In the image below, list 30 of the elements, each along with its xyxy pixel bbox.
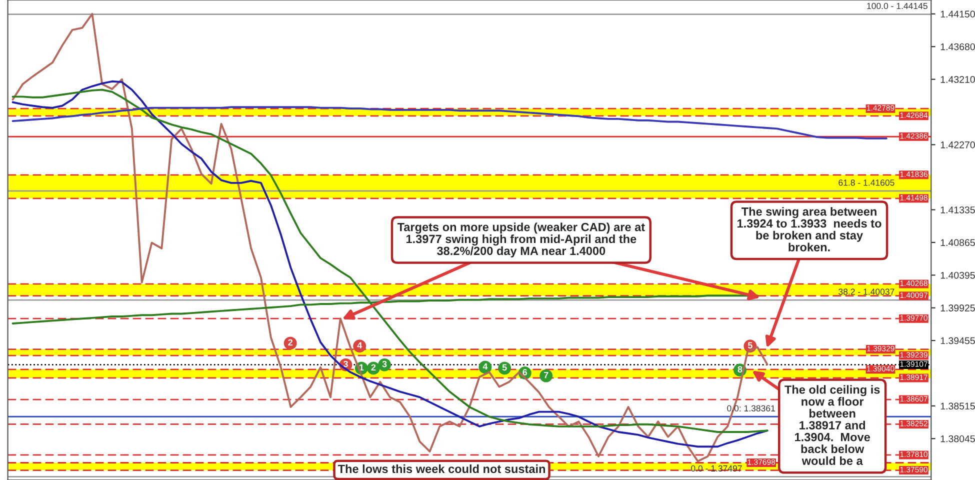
annotation: 4 (357, 342, 362, 348)
annotation: 1 (359, 364, 364, 370)
y-tick-label: 1.41335 (940, 206, 975, 214)
annotation: 61.8 - 1.41605 (838, 180, 894, 186)
annotation: Targets on more upside (weaker CAD) are at 1.3977 swing high from mid-April and the 38.2%/200 day MA near 1.4000 (397, 222, 645, 258)
y-tick-label: 1.44150 (940, 10, 975, 18)
annotation: 4 (482, 363, 488, 370)
annotation: 38.2 - 1.40037 (838, 288, 894, 295)
annotation: 3 (343, 360, 348, 368)
annotation: The old ceiling is now a floor between 1.38917 and 1.3904. Move back below would be a (784, 385, 880, 466)
annotation: 6 (522, 368, 528, 376)
y-tick-label: 1.43210 (940, 76, 975, 83)
annotation: The swing area between 1.3924 to 1.3933 needs to be broken and stay broken. (737, 207, 882, 252)
annotation: 100.0 - 1.44145 (867, 2, 928, 10)
y-tick-label: 1.39455 (940, 337, 975, 344)
annotation: 3 (382, 360, 387, 368)
y-tick-label: 1.40865 (940, 239, 975, 246)
annotation: 2 (371, 364, 376, 370)
annotation: 7 (544, 372, 548, 378)
y-tick-label: 1.38045 (940, 435, 975, 442)
annotation: The lows this week could not sustain (338, 464, 546, 474)
annotation: 2 (288, 339, 292, 346)
annotation: 5 (748, 342, 752, 349)
y-tick-label: 1.39925 (940, 304, 975, 312)
y-tick-label: 1.42270 (940, 141, 975, 148)
annotation: 5 (502, 364, 507, 371)
y-tick-label: 1.40395 (940, 272, 975, 279)
annotation: 8 (738, 366, 742, 373)
y-tick-label: 1.43680 (940, 43, 975, 50)
y-tick-label: 1.38515 (940, 402, 975, 410)
